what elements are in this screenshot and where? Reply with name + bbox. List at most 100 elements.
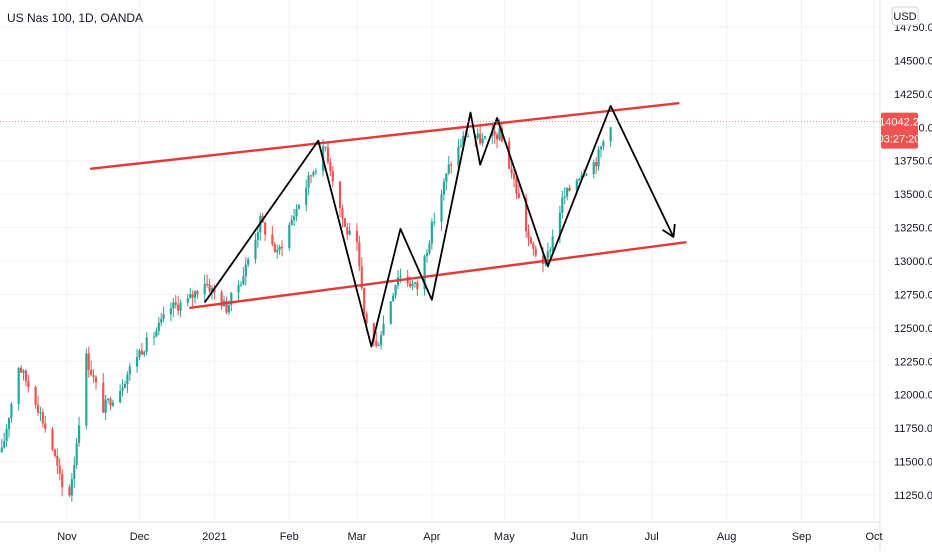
candle-body [36, 405, 40, 413]
currency-label[interactable]: USD [893, 11, 916, 23]
candle-body [237, 285, 240, 293]
candle-body [495, 134, 499, 140]
candle-body [457, 146, 460, 166]
candle-body [597, 149, 600, 167]
candle-body [346, 226, 349, 235]
last-price-countdown: 03:27:20 [878, 134, 921, 146]
candle-body [271, 234, 274, 245]
candle-body [186, 298, 189, 303]
candle-body [532, 243, 535, 249]
candle-body [174, 302, 177, 305]
candle-body [561, 197, 564, 213]
candle-body [106, 398, 110, 400]
currency-button-frame[interactable] [891, 6, 919, 26]
candle-body [177, 304, 180, 311]
candle-body [575, 180, 578, 191]
candle-body [445, 173, 448, 182]
candle-body [524, 198, 528, 232]
candle-body [162, 314, 165, 319]
pattern-zigzag[interactable] [203, 104, 675, 348]
chart-title: US Nas 100, 1D, OANDA [7, 11, 143, 25]
candle-body [138, 350, 141, 358]
candle-body [225, 300, 228, 313]
candle-body [111, 402, 114, 406]
x-tick-label: Dec [130, 531, 150, 543]
candle-body [425, 253, 429, 256]
candle-body [191, 294, 194, 298]
candle-body [609, 127, 612, 142]
candle-body [413, 282, 417, 284]
candle-body [392, 295, 395, 302]
x-tick-label: 2021 [202, 531, 226, 543]
candle-body [276, 249, 279, 252]
y-tick-label: 11250.0 [894, 490, 932, 502]
candle-body [394, 285, 397, 296]
candle-body [365, 313, 368, 324]
last-price-badge: 14042.2 03:27:20 [878, 112, 921, 149]
candle-body [109, 398, 112, 406]
candle-body [459, 145, 462, 147]
candle-body [77, 425, 81, 444]
candle-body [85, 353, 88, 426]
x-tick-label: Oct [865, 531, 882, 543]
candle-body [372, 323, 375, 341]
candle-body [599, 146, 603, 150]
candle-body [380, 335, 383, 345]
candle-body [206, 283, 209, 285]
candle-body [338, 181, 342, 209]
candle-body [592, 162, 595, 175]
candle-body [312, 172, 315, 176]
candle-body [126, 374, 129, 385]
annotations [89, 102, 687, 348]
y-tick-label: 11750.0 [894, 423, 932, 435]
candle-body [510, 168, 513, 174]
candle-body [208, 284, 211, 292]
candle-body [512, 173, 516, 179]
candle-body [558, 212, 561, 237]
x-tick-label: Mar [347, 531, 366, 543]
candle-body [551, 236, 554, 250]
candle-body [143, 351, 146, 355]
grid [0, 0, 880, 522]
currency-button[interactable]: USD [891, 6, 919, 26]
x-tick-label: Apr [423, 531, 440, 543]
candle-body [416, 282, 419, 290]
y-tick-label: 14500.0 [894, 55, 932, 67]
candle-body [87, 353, 90, 370]
candle-body [254, 239, 257, 260]
candle-body [399, 276, 402, 278]
upper-channel-trendline[interactable] [89, 102, 680, 170]
candle-body [123, 384, 127, 388]
y-tick-label: 11500.0 [894, 457, 932, 469]
candle-body [595, 162, 598, 167]
candle-body [517, 193, 520, 199]
candle-body [58, 465, 61, 474]
lower-channel-trendline[interactable] [189, 241, 687, 309]
candle-body [580, 175, 583, 179]
x-tick-label: Sep [792, 531, 812, 543]
candle-body [256, 232, 259, 240]
candle-body [179, 302, 182, 311]
candle-body [193, 291, 197, 298]
last-price-badge-bg [881, 112, 918, 149]
candle-body [585, 174, 588, 176]
x-tick-label: Aug [717, 531, 737, 543]
candle-body [22, 370, 25, 373]
candle-body [341, 208, 344, 219]
candle-body [73, 464, 76, 480]
candle-body [549, 249, 552, 252]
candle-body [145, 337, 148, 352]
candle-body [273, 244, 276, 252]
candle-body [307, 175, 310, 188]
candle-body [121, 387, 124, 392]
candle-body [348, 230, 351, 235]
candle-body [563, 196, 566, 198]
candle-body [210, 287, 214, 292]
candle-body [68, 487, 71, 496]
candle-body [160, 318, 163, 323]
candle-body [242, 276, 245, 285]
candle-body [157, 322, 160, 331]
y-tick-label: 14250.0 [894, 89, 932, 101]
